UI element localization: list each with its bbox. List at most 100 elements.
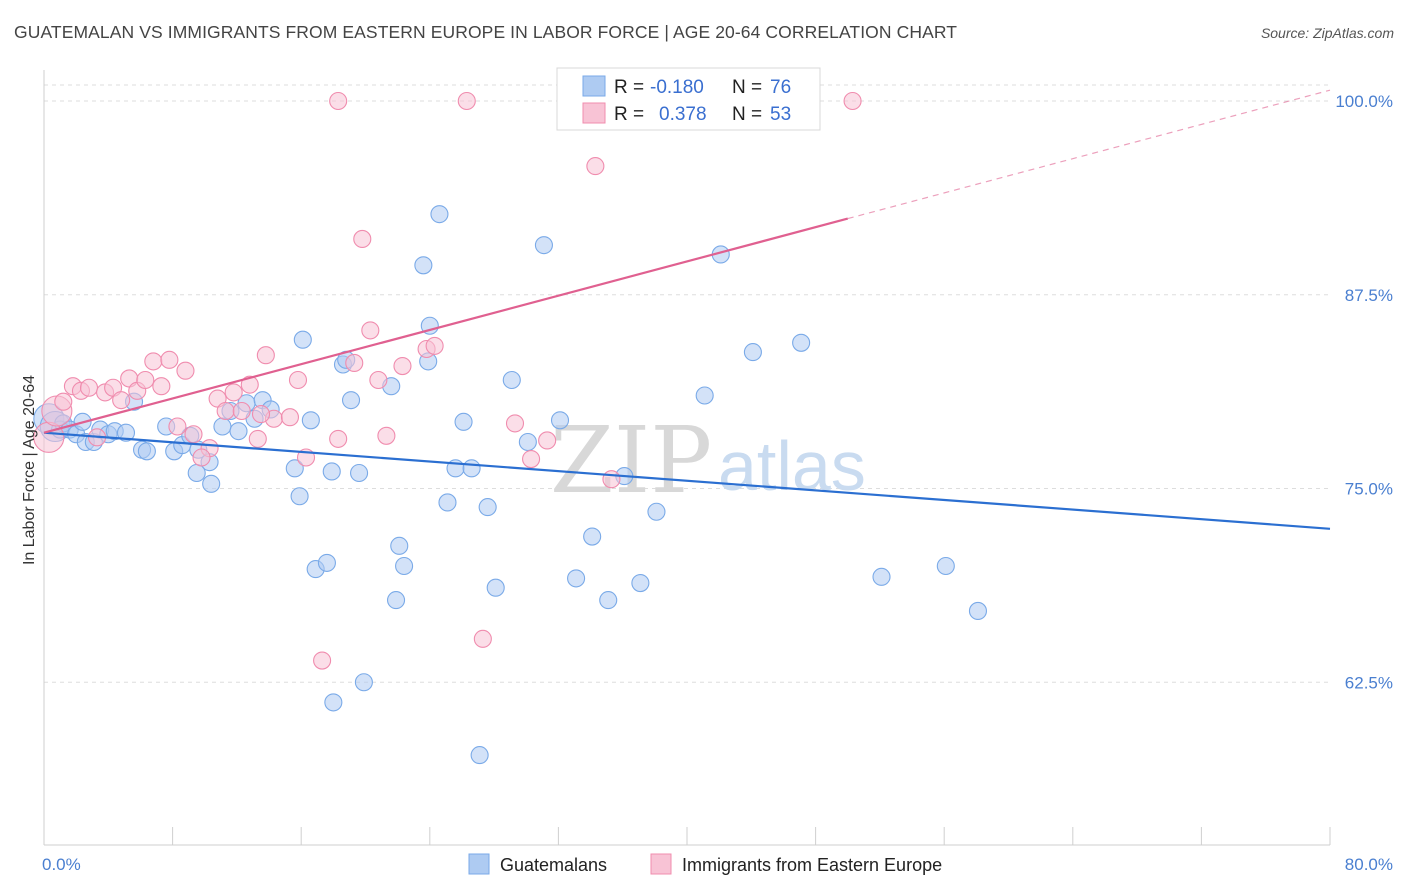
eastern-europe-point-42 [473, 629, 492, 648]
correlation-legend: R = -0.180 N = 76 R = 0.378 N = 53 [556, 67, 821, 131]
bottom-legend-guatemalans: Guatemalans [500, 855, 607, 875]
legend-r-label-2: R = [614, 104, 644, 125]
eastern-europe-point-31 [313, 651, 332, 670]
eastern-europe-point-22 [224, 383, 243, 402]
eastern-europe-point-40 [425, 336, 444, 355]
eastern-europe-point-50 [329, 91, 348, 111]
eastern-europe-point-13 [144, 352, 163, 371]
legend-r-label-1: R = [614, 77, 644, 98]
eastern-europe-point-44 [522, 449, 541, 469]
legend-n-value-1: 76 [770, 77, 791, 98]
legend-r-value-2: 0.378 [659, 104, 707, 125]
eastern-europe-point-15 [160, 350, 179, 369]
eastern-europe-point-51 [192, 448, 211, 467]
eastern-europe-point-38 [393, 356, 412, 376]
guatemalans-point-31 [290, 487, 309, 506]
series-eastern-europe [33, 91, 862, 670]
guatemalans-point-60 [567, 569, 586, 588]
eastern-europe-point-52 [251, 405, 271, 424]
series-legend: Guatemalans Immigrants from Eastern Euro… [468, 853, 942, 875]
guatemalans-point-14 [137, 442, 156, 461]
legend-n-label-2: N = [732, 104, 762, 125]
eastern-europe-point-32 [329, 429, 348, 448]
eastern-europe-point-35 [361, 321, 380, 340]
guatemalans-point-59 [550, 411, 570, 430]
x-tick-labels: 0.0% 80.0% [42, 855, 1393, 874]
legend-r-value-1: -0.180 [650, 77, 704, 98]
eastern-europe-point-18 [184, 425, 203, 444]
guatemalans-point-52 [462, 459, 481, 478]
eastern-europe-point-28 [280, 408, 299, 427]
bottom-legend-eastern-europe: Immigrants from Eastern Europe [682, 855, 942, 875]
trend-line-eastern-europe [43, 217, 849, 434]
legend-swatch-blue [582, 75, 606, 97]
y-tick-labels: 62.5% 75.0% 87.5% 100.0% [1335, 92, 1393, 692]
guatemalans-point-66 [695, 386, 714, 405]
eastern-europe-point-45 [538, 431, 557, 450]
guatemalans-point-56 [502, 370, 521, 390]
chart-title: GUATEMALAN VS IMMIGRANTS FROM EASTERN EU… [14, 22, 958, 42]
eastern-europe-point-25 [248, 429, 267, 448]
eastern-europe-point-9 [112, 391, 131, 410]
guatemalans-point-68 [743, 343, 762, 362]
guatemalans-point-32 [293, 330, 312, 349]
guatemalans-point-44 [390, 536, 409, 555]
x-tick-label-1: 80.0% [1345, 855, 1393, 874]
guatemalans-point-46 [414, 256, 433, 275]
trend-line-guatemalans [43, 431, 1331, 530]
guatemalans-point-64 [631, 573, 650, 593]
guatemalans-point-36 [322, 462, 341, 481]
guatemalans-point-51 [454, 412, 473, 431]
guatemalans-point-49 [438, 493, 457, 512]
eastern-europe-point-47 [586, 157, 605, 176]
eastern-europe-point-2 [54, 392, 73, 411]
eastern-europe-point-17 [176, 361, 195, 380]
guatemalans-point-71 [936, 556, 955, 576]
eastern-europe-point-41 [457, 91, 476, 111]
eastern-europe-point-34 [353, 229, 372, 248]
guatemalans-point-61 [583, 527, 602, 546]
y-tick-label-1: 75.0% [1345, 480, 1393, 499]
guatemalans-point-54 [478, 498, 497, 517]
y-tick-label-0: 62.5% [1345, 673, 1393, 692]
eastern-europe-point-37 [377, 426, 396, 445]
watermark-zip: ZIP [550, 407, 712, 514]
eastern-europe-point-49 [843, 91, 862, 111]
bottom-legend-swatch-blue [468, 853, 490, 875]
bottom-legend-swatch-pink [650, 853, 672, 875]
guatemalans-point-57 [518, 432, 537, 452]
guatemalans-point-22 [202, 474, 221, 493]
y-axis-label: In Labor Force | Age 20-64 [21, 375, 38, 565]
guatemalans-point-70 [872, 567, 891, 586]
source-label: Source: ZipAtlas.com [1260, 25, 1394, 41]
guatemalans-point-43 [386, 591, 406, 610]
guatemalans-point-72 [968, 601, 988, 621]
guatemalans-point-75 [187, 463, 206, 483]
guatemalans-point-62 [599, 591, 618, 610]
grid-lines [44, 84, 1330, 683]
eastern-europe-point-29 [288, 370, 308, 390]
guatemalans-point-55 [486, 578, 505, 597]
guatemalans-point-39 [341, 391, 361, 410]
guatemalans-point-53 [470, 746, 489, 765]
guatemalans-point-45 [395, 556, 414, 576]
eastern-europe-point-36 [369, 370, 388, 390]
guatemalans-point-12 [116, 423, 136, 442]
eastern-europe-point-26 [256, 346, 275, 365]
guatemalans-point-30 [285, 459, 304, 478]
legend-swatch-pink [582, 102, 606, 124]
axes [43, 70, 1331, 846]
eastern-europe-point-12 [136, 370, 155, 390]
watermark: ZIP atlas [550, 407, 866, 514]
eastern-europe-point-21 [216, 401, 235, 421]
eastern-europe-point-5 [79, 378, 99, 397]
guatemalans-point-65 [647, 502, 666, 521]
guatemalans-point-33 [301, 411, 320, 430]
guatemalans-point-73 [324, 693, 343, 712]
eastern-europe-point-43 [505, 414, 525, 433]
trend-line-eastern-europe-extension [847, 89, 1331, 220]
eastern-europe-point-16 [168, 417, 187, 436]
trend-lines [43, 89, 1331, 530]
eastern-europe-point-48 [602, 470, 621, 489]
